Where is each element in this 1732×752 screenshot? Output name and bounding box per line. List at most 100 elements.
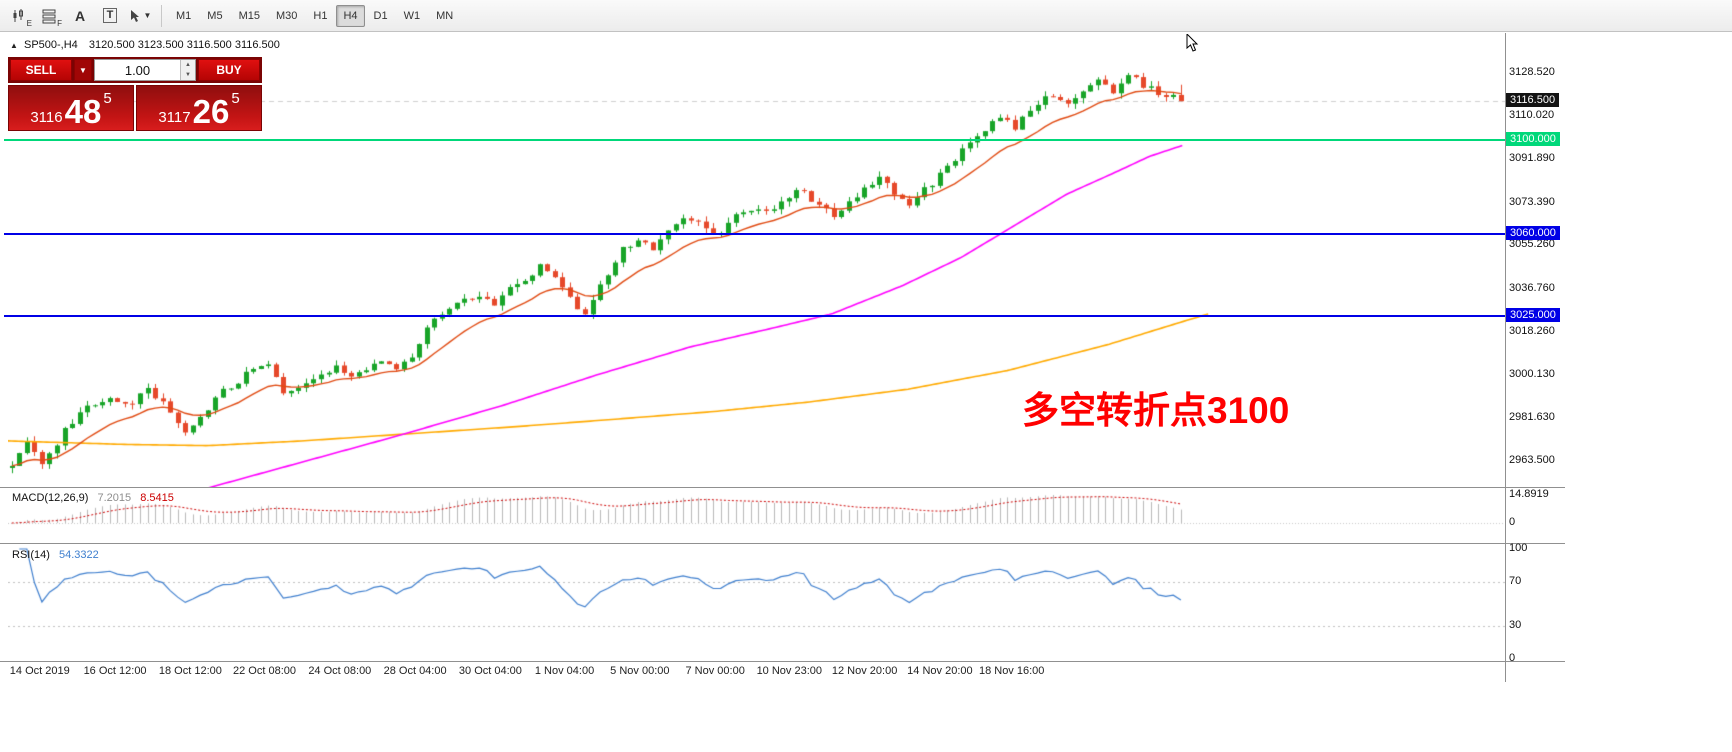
price-axis-label: 2963.500 <box>1509 453 1555 466</box>
time-axis-label: 10 Nov 23:00 <box>756 665 822 677</box>
letter-t-icon: T <box>102 8 118 23</box>
quote-row: 3116 48 5 3117 26 5 <box>8 85 262 131</box>
price-axis-label: 3055.260 <box>1509 238 1555 251</box>
rsi-axis-70: 70 <box>1509 575 1522 587</box>
time-axis[interactable]: 14 Oct 2019 16 Oct 12:00 18 Oct 12:00 22 Oc… <box>0 663 1565 681</box>
bid-price-display[interactable]: 3116 48 5 <box>8 85 134 131</box>
ask-big-digits: 26 <box>192 92 230 130</box>
time-axis-label: 5 Nov 00:00 <box>610 665 670 677</box>
text-label-tool[interactable]: A <box>66 3 94 29</box>
price-axis-label: 3110.020 <box>1509 109 1555 122</box>
icon-sub-f: F <box>57 18 62 28</box>
window-separator[interactable] <box>0 661 1565 662</box>
ask-prefix: 3117 <box>158 109 191 126</box>
ask-price-display[interactable]: 3117 26 5 <box>136 85 262 131</box>
toolbar-separator <box>161 4 162 27</box>
macd-name: MACD(12,26,9) <box>12 492 89 504</box>
price-axis-label: 3091.890 <box>1509 152 1555 165</box>
letter-a-icon: A <box>74 7 86 24</box>
bid-big-digits: 48 <box>64 92 102 130</box>
macd-canvas[interactable] <box>8 489 1505 543</box>
chart-shortcut-e-icon[interactable]: E <box>6 3 34 29</box>
chart-annotation-text: 多空转折点3100 <box>1022 390 1290 431</box>
time-axis-label: 24 Oct 08:00 <box>308 665 372 677</box>
text-box-tool[interactable]: T <box>96 3 124 29</box>
time-axis-label: 14 Nov 20:00 <box>907 665 973 677</box>
price-axis-badge-3060.000: 3060.000 <box>1506 226 1560 241</box>
volume-dropdown-button[interactable]: ▼ <box>74 59 92 81</box>
time-axis-label: 28 Oct 04:00 <box>383 665 447 677</box>
rsi-axis-30: 30 <box>1509 619 1522 631</box>
chart-shortcut-f-icon[interactable]: F <box>36 3 64 29</box>
price-axis-badge-3025.000: 3025.000 <box>1506 308 1560 323</box>
price-axis-label: 2981.630 <box>1509 411 1555 424</box>
macd-axis-zero: 0 <box>1509 516 1516 528</box>
price-axis-label: 3036.760 <box>1509 281 1555 294</box>
price-level-line-3025.000[interactable] <box>4 315 1505 318</box>
volume-increase-button[interactable]: ▲ <box>181 60 195 70</box>
price-axis-badge-3100.000: 3100.000 <box>1506 131 1560 146</box>
crosshair-icon <box>130 9 139 22</box>
timeframe-button-mn[interactable]: MN <box>429 5 460 27</box>
macd-axis-max: 14.8919 <box>1509 488 1549 500</box>
time-axis-label: 18 Oct 12:00 <box>158 665 222 677</box>
window-separator[interactable] <box>0 487 1565 488</box>
sell-button[interactable]: SELL <box>10 59 72 81</box>
price-axis-label: 3000.130 <box>1509 367 1555 380</box>
collapse-trade-panel-icon[interactable]: ▲ <box>10 41 18 50</box>
bid-pip-digit: 5 <box>103 90 112 107</box>
time-axis-label: 7 Nov 00:00 <box>685 665 745 677</box>
symbol-title: SP500-,H4 <box>23 39 78 51</box>
ohlc-values: 3120.500 3123.500 3116.500 3116.500 <box>88 39 280 51</box>
volume-box: ▲ ▼ <box>94 59 196 81</box>
macd-indicator-label: MACD(12,26,9) 7.2015 8.5415 <box>12 492 174 504</box>
price-axis-badge-3116.500: 3116.500 <box>1506 93 1560 108</box>
time-axis-label: 14 Oct 2019 <box>9 665 70 677</box>
buy-button[interactable]: BUY <box>198 59 260 81</box>
timeframe-button-w1[interactable]: W1 <box>397 5 428 27</box>
icon-sub-e: E <box>26 18 32 28</box>
price-axis[interactable]: 14.8919 0 100 70 30 0 3128.520 3110.020 30… <box>1505 0 1575 752</box>
time-axis-label: 18 Nov 16:00 <box>978 665 1045 677</box>
rsi-value: 54.3322 <box>58 549 99 561</box>
time-axis-label: 12 Nov 20:00 <box>831 665 898 677</box>
timeframe-button-m15[interactable]: M15 <box>232 5 267 27</box>
timeframe-button-m1[interactable]: M1 <box>169 5 198 27</box>
timeframe-button-h1[interactable]: H1 <box>306 5 334 27</box>
timeframe-button-m30[interactable]: M30 <box>269 5 304 27</box>
timeframe-button-d1[interactable]: D1 <box>367 5 395 27</box>
bid-prefix: 3116 <box>30 109 63 126</box>
price-axis-label: 3073.390 <box>1509 195 1555 208</box>
rsi-canvas[interactable] <box>8 545 1505 661</box>
rsi-axis-100: 100 <box>1509 542 1528 554</box>
candlestick-icon <box>13 8 23 22</box>
rsi-indicator-label: RSI(14) 54.3322 <box>12 549 99 561</box>
grid-icon <box>42 9 56 23</box>
volume-input[interactable] <box>95 61 180 79</box>
time-axis-label: 22 Oct 08:00 <box>233 665 296 677</box>
timeframe-button-m5[interactable]: M5 <box>200 5 229 27</box>
crosshair-tool[interactable]: ▼ <box>126 3 154 29</box>
price-level-line-3060.000[interactable] <box>4 233 1505 236</box>
window-separator[interactable] <box>0 543 1565 544</box>
time-axis-label: 30 Oct 04:00 <box>458 665 522 677</box>
volume-decrease-button[interactable]: ▼ <box>181 70 195 80</box>
volume-spinner: ▲ ▼ <box>180 60 195 80</box>
timeframe-button-h4[interactable]: H4 <box>336 4 365 27</box>
price-axis-label: 3018.260 <box>1509 325 1555 338</box>
rsi-axis-0: 0 <box>1509 652 1516 664</box>
chevron-down-icon: ▼ <box>143 11 152 20</box>
time-axis-label: 1 Nov 04:00 <box>534 665 595 677</box>
price-axis-border <box>1505 33 1506 682</box>
ask-pip-digit: 5 <box>231 90 240 107</box>
price-level-line-3100.000[interactable] <box>4 138 1505 141</box>
symbol-ohlc-line: ▲ SP500-,H4 3120.500 3123.500 3116.500 3… <box>10 39 280 51</box>
toolbar: E F A T ▼ M1 M5 M15 M30 H1 H4 D1 <box>0 0 1732 32</box>
trade-controls-row: SELL ▼ ▲ ▼ BUY <box>8 57 262 83</box>
macd-value: 7.2015 <box>97 492 132 504</box>
macd-signal-value: 8.5415 <box>140 492 174 504</box>
time-axis-label: 16 Oct 12:00 <box>83 665 147 677</box>
price-axis-label: 3128.520 <box>1509 65 1555 78</box>
mouse-cursor-icon <box>1186 34 1199 52</box>
